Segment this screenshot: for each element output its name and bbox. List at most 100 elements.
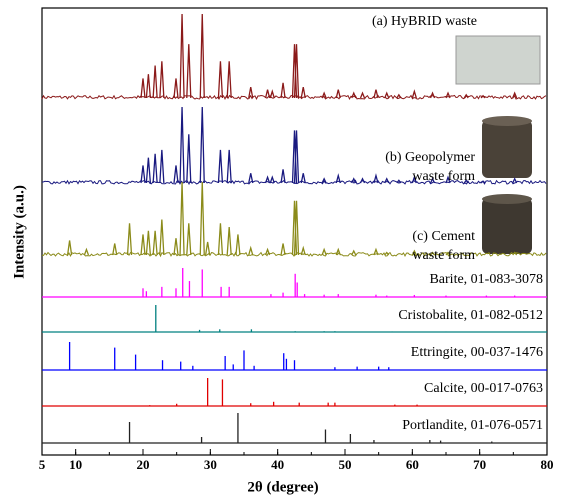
plot-frame [41, 7, 548, 456]
peak [186, 44, 192, 99]
x-tick-label: 70 [473, 457, 486, 472]
peak [159, 61, 165, 99]
peak [186, 223, 192, 256]
peak [179, 106, 185, 184]
peak [411, 89, 417, 99]
peak [384, 177, 390, 184]
peak [445, 175, 451, 184]
peak [445, 251, 451, 256]
peak [321, 177, 327, 184]
peak [335, 89, 341, 99]
peak [335, 247, 341, 256]
peak [248, 86, 254, 99]
x-tick-label-start: 5 [39, 457, 46, 472]
x-tick-label: 10 [69, 457, 82, 472]
peak [179, 181, 185, 256]
peak [204, 241, 211, 256]
x-tick-label: 20 [137, 457, 150, 472]
peak [145, 230, 152, 256]
peak [445, 91, 451, 99]
pattern-label: (a) HyBRID waste [372, 14, 477, 29]
pattern-label: Calcite, 00-017-0763 [424, 381, 543, 396]
x-tick-label: 80 [541, 457, 554, 472]
peak [226, 61, 232, 99]
peak [411, 249, 417, 256]
peak [199, 13, 205, 99]
peak [199, 181, 205, 256]
peak [512, 251, 518, 256]
peak [145, 74, 152, 99]
peak [173, 165, 179, 184]
baseline [41, 179, 547, 186]
sample-photo [482, 194, 532, 254]
pattern-label: (c) Cement [412, 229, 475, 244]
peak [66, 240, 73, 256]
peak [179, 13, 185, 99]
x-tick-label: 30 [204, 457, 217, 472]
peak [373, 173, 379, 184]
baseline [42, 251, 547, 258]
x-tick-label: 40 [271, 457, 284, 472]
peak [321, 91, 327, 99]
sample-photo [455, 35, 541, 85]
peak [280, 243, 286, 256]
peak [430, 251, 436, 256]
peak [83, 247, 90, 256]
peak [480, 94, 486, 99]
peak [359, 177, 366, 184]
peak [217, 149, 224, 184]
peak [264, 175, 271, 184]
peak [126, 223, 133, 256]
peak [429, 91, 436, 99]
peak [199, 106, 205, 184]
pattern-label: Barite, 01-083-3078 [429, 272, 543, 287]
peak [269, 175, 275, 184]
peak [159, 219, 165, 256]
peak [351, 249, 357, 256]
pattern-label: Portlandite, 01-076-0571 [402, 418, 543, 433]
peak [512, 177, 518, 184]
peak [300, 86, 306, 99]
peak [351, 177, 357, 184]
peak [384, 251, 390, 256]
peak [112, 243, 118, 256]
peak [173, 238, 179, 256]
peak [226, 149, 232, 184]
peak [152, 230, 158, 256]
peak [152, 153, 158, 184]
peak [186, 134, 192, 184]
peak [264, 247, 271, 256]
peak [335, 173, 341, 184]
peak [235, 234, 241, 256]
pattern-label: Ettringite, 00-037-1476 [411, 345, 543, 360]
peak [373, 89, 379, 99]
peak [429, 177, 436, 184]
sample-photo [482, 116, 532, 178]
peak [463, 179, 469, 184]
peak [264, 89, 271, 99]
peak [140, 78, 146, 99]
peak [351, 91, 357, 99]
peak [159, 149, 165, 184]
peak [384, 91, 390, 99]
peak [373, 247, 379, 256]
peak [248, 245, 254, 256]
pattern-label: (b) Geopolymer [385, 150, 475, 165]
x-tick-label: 60 [406, 457, 419, 472]
peak [226, 226, 232, 256]
peak [293, 44, 300, 99]
peak [217, 61, 224, 99]
peak [248, 173, 254, 184]
peak [140, 234, 146, 256]
peak [463, 93, 469, 99]
pattern-label: Cristobalite, 01-082-0512 [398, 308, 543, 323]
peak [140, 165, 146, 184]
peak [396, 179, 402, 184]
peak [396, 93, 402, 99]
x-axis-label: 2θ (degree) [247, 479, 318, 495]
peak [293, 130, 300, 184]
peak [300, 245, 306, 256]
peak [411, 175, 417, 184]
peak [480, 180, 486, 184]
